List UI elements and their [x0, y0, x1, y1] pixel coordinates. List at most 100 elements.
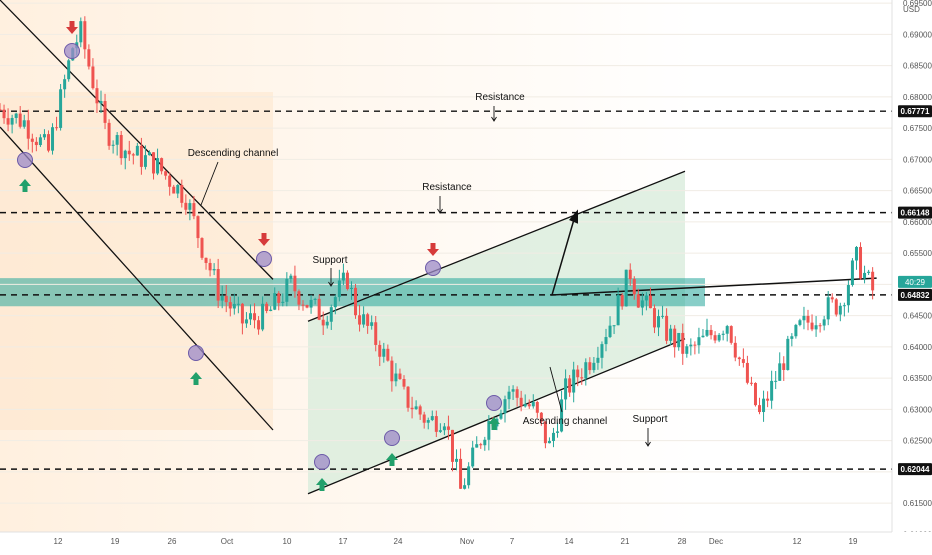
candle	[818, 322, 822, 333]
touch-point-marker[interactable]	[256, 251, 272, 267]
touch-point-marker[interactable]	[486, 395, 502, 411]
candle	[717, 333, 721, 343]
candle	[463, 478, 467, 490]
candle-body	[693, 344, 697, 346]
candle	[79, 17, 83, 48]
candle	[499, 409, 503, 420]
candle	[127, 140, 131, 161]
candle-body	[147, 152, 151, 156]
candle	[386, 344, 390, 362]
candle-body	[434, 416, 438, 432]
candle	[572, 361, 576, 403]
touch-point-marker[interactable]	[314, 454, 330, 470]
candle-body	[463, 485, 467, 489]
candle	[2, 104, 6, 124]
candle-body	[107, 122, 111, 146]
price-tick-label: 0.61500	[903, 499, 932, 508]
candle	[766, 391, 770, 408]
candle	[620, 292, 624, 310]
candle-body	[834, 299, 838, 315]
candle	[176, 184, 180, 199]
candle	[697, 327, 701, 354]
candle	[99, 90, 103, 113]
ascending-channel-upper-line	[307, 170, 686, 322]
candle-body	[297, 291, 301, 305]
touch-point-marker[interactable]	[188, 345, 204, 361]
candle	[673, 325, 677, 358]
candle	[212, 263, 216, 276]
candle-body	[483, 439, 487, 446]
candle-body	[450, 429, 454, 462]
candle	[414, 400, 418, 410]
candle	[430, 410, 434, 422]
candle	[131, 152, 135, 165]
candle	[661, 305, 665, 319]
candle	[551, 427, 555, 448]
candle	[83, 16, 87, 59]
candle-body	[265, 303, 269, 311]
time-tick-label: Nov	[460, 537, 474, 546]
candle	[329, 304, 333, 330]
candle-body	[705, 329, 709, 336]
candle-body	[164, 171, 168, 176]
candle	[67, 58, 71, 82]
candle-body	[176, 185, 180, 194]
candle	[156, 148, 160, 176]
touch-point-marker[interactable]	[384, 430, 400, 446]
candle-body	[543, 421, 547, 444]
candle	[107, 119, 111, 150]
projection-path	[550, 212, 877, 296]
candle-body	[737, 357, 741, 360]
current-price-box	[898, 275, 932, 288]
candle	[782, 356, 786, 381]
candle	[568, 375, 572, 397]
candle-body	[402, 378, 406, 387]
candle	[87, 44, 91, 70]
touch-point-marker[interactable]	[425, 260, 441, 276]
candle	[588, 357, 592, 375]
candle-body	[309, 299, 313, 308]
candle-body	[467, 466, 471, 486]
candle-body	[564, 378, 568, 400]
candle-body	[14, 113, 18, 118]
candle-body	[414, 406, 418, 410]
candle	[669, 324, 673, 346]
candle	[333, 294, 337, 315]
candle-body	[358, 315, 362, 325]
candle	[515, 386, 519, 407]
touch-point-marker[interactable]	[17, 152, 33, 168]
candle	[523, 394, 527, 408]
candle-body	[2, 109, 6, 119]
price-tick-label: 0.69000	[903, 30, 932, 39]
candle	[745, 355, 749, 385]
candle	[596, 346, 600, 370]
time-tick-label: 12	[54, 537, 63, 546]
support-label-lower: Support	[632, 414, 667, 425]
candle-body	[224, 295, 228, 303]
candle-body	[160, 158, 164, 172]
candle	[850, 258, 854, 287]
price-tick-label: 0.68500	[903, 62, 932, 71]
candle	[685, 343, 689, 358]
candle	[188, 199, 192, 221]
candle-body	[119, 135, 123, 159]
candle-body	[422, 414, 426, 423]
candle	[337, 269, 341, 302]
candle-body	[721, 333, 725, 335]
candle	[398, 368, 402, 380]
candle	[442, 422, 446, 436]
candle	[228, 296, 232, 317]
price-level-box	[898, 463, 932, 476]
candle	[111, 140, 115, 154]
touch-point-marker[interactable]	[64, 43, 80, 59]
candle-body	[547, 440, 551, 444]
candle	[471, 440, 475, 468]
ascending-channel-label: Ascending channel	[523, 416, 608, 427]
candle-body	[398, 373, 402, 379]
candle-body	[499, 413, 503, 419]
price-level-box	[898, 288, 932, 301]
candle	[701, 329, 705, 338]
candle-body	[608, 325, 612, 338]
